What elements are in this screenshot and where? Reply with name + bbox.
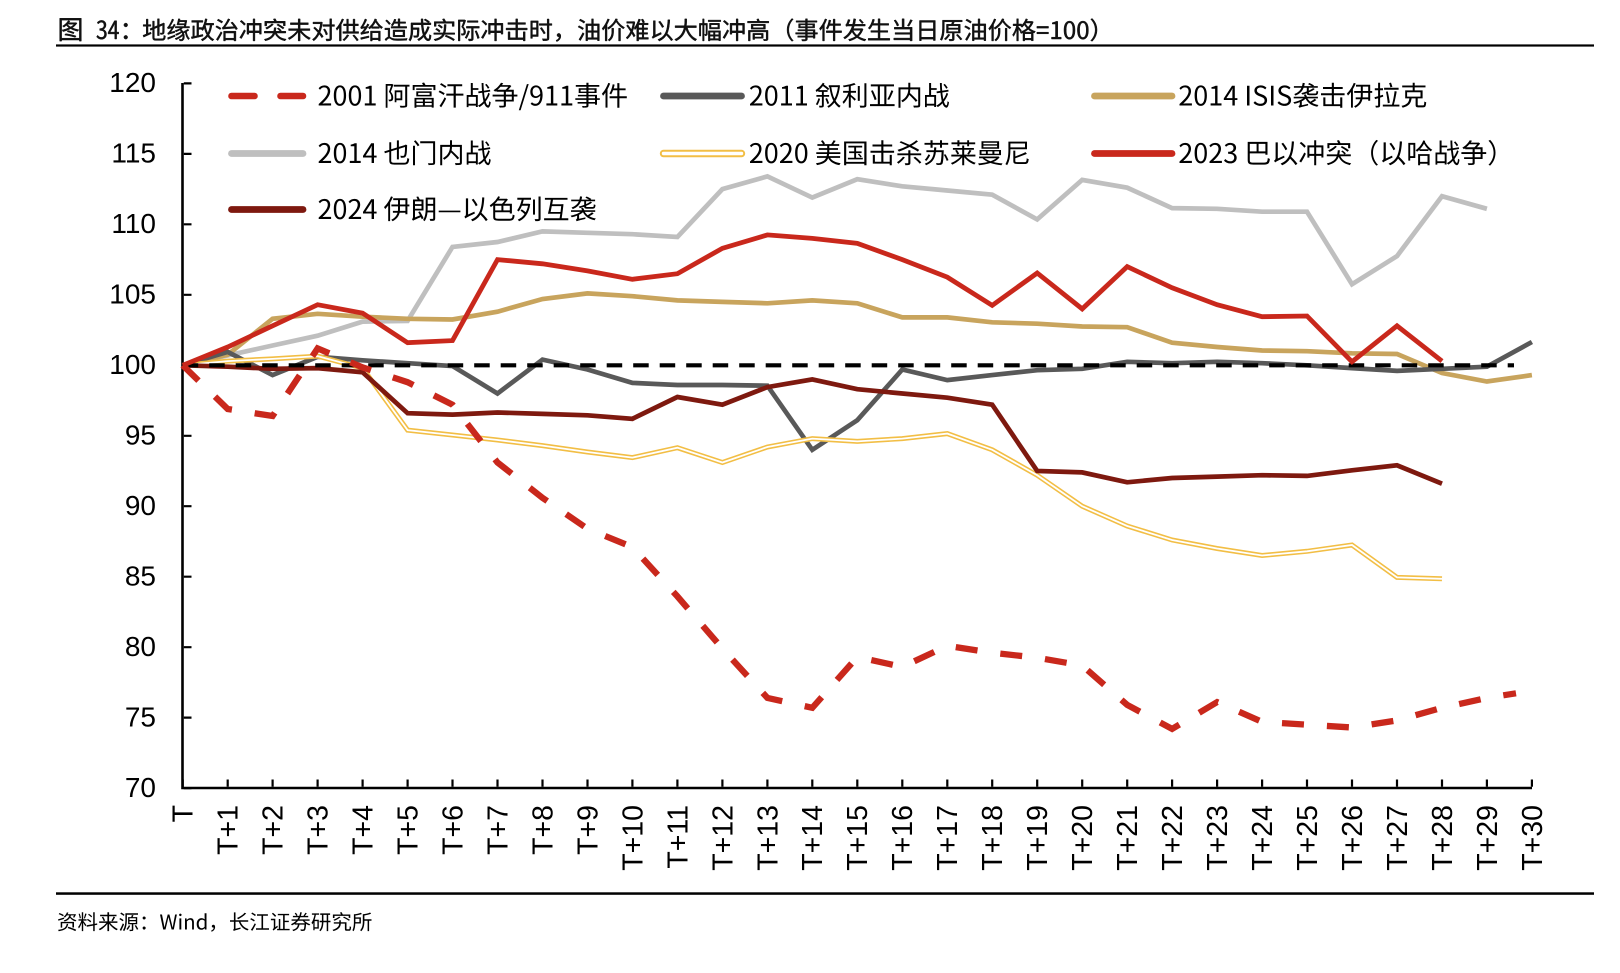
- svg-text:100: 100: [109, 349, 156, 380]
- svg-text:T+6: T+6: [437, 805, 469, 855]
- svg-text:T+11: T+11: [662, 805, 694, 869]
- svg-text:T+5: T+5: [393, 805, 425, 855]
- svg-text:T+10: T+10: [617, 805, 649, 871]
- svg-text:T+29: T+29: [1472, 805, 1504, 871]
- svg-text:T+13: T+13: [752, 805, 784, 871]
- svg-text:T+16: T+16: [887, 805, 919, 871]
- svg-text:T+24: T+24: [1247, 805, 1279, 871]
- svg-text:120: 120: [109, 67, 156, 98]
- svg-text:T+1: T+1: [213, 805, 245, 855]
- svg-text:T+30: T+30: [1517, 805, 1549, 871]
- svg-text:T+18: T+18: [977, 805, 1009, 871]
- svg-text:T+4: T+4: [348, 805, 380, 855]
- svg-text:T+19: T+19: [1022, 805, 1054, 871]
- svg-text:T+3: T+3: [303, 805, 335, 855]
- svg-text:T+9: T+9: [572, 805, 604, 855]
- svg-text:105: 105: [109, 279, 156, 310]
- svg-text:115: 115: [111, 138, 156, 169]
- svg-text:T+25: T+25: [1292, 805, 1324, 871]
- svg-text:T+2: T+2: [258, 805, 290, 855]
- svg-text:T+12: T+12: [707, 805, 739, 871]
- svg-text:T+7: T+7: [482, 805, 514, 855]
- svg-text:T+17: T+17: [932, 805, 964, 871]
- svg-text:T+23: T+23: [1202, 805, 1234, 871]
- svg-text:70: 70: [125, 772, 156, 803]
- svg-text:T+8: T+8: [527, 805, 559, 855]
- svg-text:T+22: T+22: [1157, 805, 1189, 871]
- svg-text:85: 85: [125, 561, 156, 592]
- svg-text:T+21: T+21: [1112, 805, 1144, 871]
- svg-text:T+20: T+20: [1067, 805, 1099, 871]
- svg-text:T+28: T+28: [1427, 805, 1459, 871]
- svg-text:110: 110: [111, 208, 156, 239]
- svg-text:T+27: T+27: [1382, 805, 1414, 871]
- svg-text:T+15: T+15: [842, 805, 874, 871]
- svg-text:T+14: T+14: [797, 805, 829, 871]
- svg-text:T+26: T+26: [1337, 805, 1369, 871]
- svg-text:90: 90: [125, 490, 156, 521]
- svg-text:80: 80: [125, 631, 156, 662]
- svg-text:95: 95: [125, 420, 156, 451]
- svg-text:75: 75: [125, 701, 156, 732]
- svg-text:T: T: [168, 805, 200, 822]
